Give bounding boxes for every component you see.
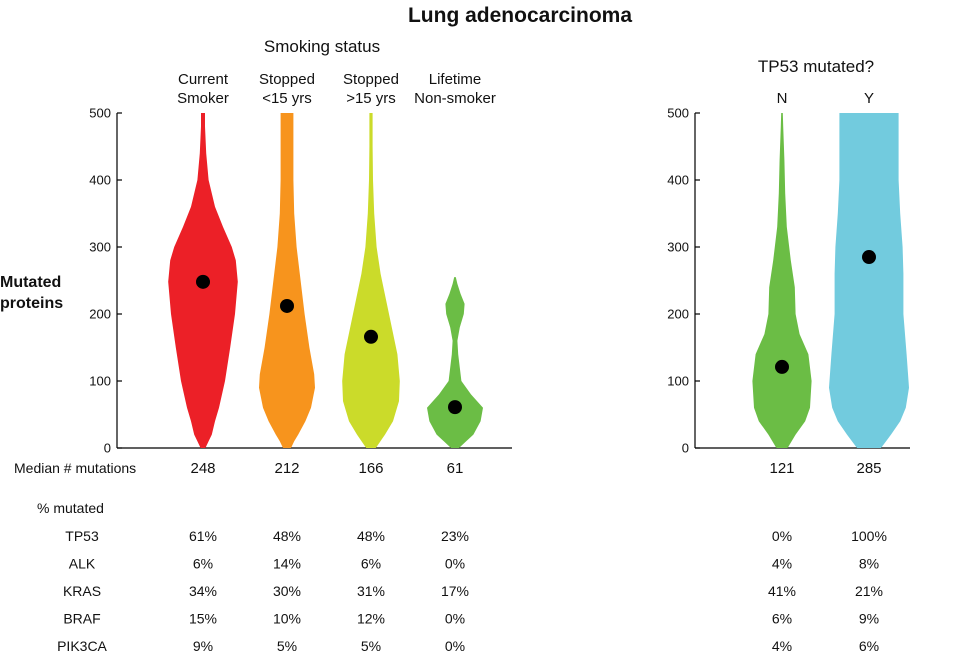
violin-smoking-1 — [259, 113, 315, 448]
violin-smoking-2 — [342, 113, 400, 448]
median-dot — [280, 298, 294, 313]
gene-label: PIK3CA — [57, 638, 107, 654]
mutation-table: TP53 61% 48% 48% 23% 0% 100% ALK 6% 14% 6% 0% 4% 8% KR… — [57, 528, 887, 654]
y-tick-label: 100 — [667, 374, 689, 389]
pct-cell: 23% — [441, 528, 469, 544]
pct-cell: 30% — [273, 583, 301, 599]
figure-title: Lung adenocarcinoma — [408, 4, 632, 27]
pct-cell: 0% — [772, 528, 792, 544]
pct-cell: 34% — [189, 583, 217, 599]
violin-tp53-1 — [829, 113, 909, 448]
pct-cell: 6% — [772, 611, 792, 627]
median-value: 121 — [769, 460, 794, 477]
pct-cell: 100% — [851, 528, 887, 544]
pct-cell: 48% — [357, 528, 385, 544]
pct-cell: 10% — [273, 611, 301, 627]
y-tick-label: 0 — [682, 441, 689, 456]
y-tick-label: 500 — [667, 106, 689, 121]
pct-cell: 14% — [273, 556, 301, 572]
pct-cell: 31% — [357, 583, 385, 599]
median-value: 248 — [190, 460, 215, 477]
y-tick-label: 300 — [89, 240, 111, 255]
median-value: 285 — [856, 460, 881, 477]
y-tick-label: 500 — [89, 106, 111, 121]
y-tick-label: 0 — [104, 441, 111, 456]
pct-cell: 6% — [859, 638, 879, 654]
y-tick-label: 400 — [89, 173, 111, 188]
median-label: Median # mutations — [14, 460, 136, 476]
pct-cell: 0% — [445, 638, 465, 654]
pct-cell: 6% — [361, 556, 381, 572]
median-value: 61 — [447, 460, 464, 477]
category-label: N — [777, 90, 788, 107]
y-tick-label: 400 — [667, 173, 689, 188]
pct-cell: 5% — [361, 638, 381, 654]
gene-label: KRAS — [63, 583, 101, 599]
median-dot — [196, 274, 210, 289]
median-dot — [862, 250, 876, 265]
pct-cell: 9% — [193, 638, 213, 654]
pct-cell: 4% — [772, 638, 792, 654]
category-label: Non-smoker — [414, 90, 496, 107]
pct-cell: 8% — [859, 556, 879, 572]
median-value: 166 — [358, 460, 383, 477]
panel-title: TP53 mutated? — [758, 57, 874, 76]
violin-smoking-3 — [427, 277, 483, 448]
y-tick-label: 100 — [89, 374, 111, 389]
category-label: <15 yrs — [262, 90, 312, 107]
median-dot — [448, 400, 462, 415]
gene-label: BRAF — [63, 611, 100, 627]
panel-title: Smoking status — [264, 37, 380, 56]
pct-cell: 17% — [441, 583, 469, 599]
y-axis-label-line1: Mutated — [0, 274, 61, 291]
category-label: Lifetime — [429, 71, 482, 88]
tp53-panel: TP53 mutated? 0 100 200 300 400 500 N 121 Y 285 — [667, 57, 910, 477]
pct-cell: 0% — [445, 611, 465, 627]
violin-tp53-0 — [752, 113, 812, 448]
smoking-panel: Smoking status 0 100 200 300 400 500 Current Smo… — [89, 37, 512, 477]
gene-label: ALK — [69, 556, 96, 572]
y-axis-label-line2: proteins — [0, 295, 63, 312]
pct-cell: 41% — [768, 583, 796, 599]
median-dot — [364, 329, 378, 344]
category-label: Stopped — [259, 71, 315, 88]
median-value: 212 — [274, 460, 299, 477]
pct-cell: 9% — [859, 611, 879, 627]
pct-cell: 6% — [193, 556, 213, 572]
pct-cell: 0% — [445, 556, 465, 572]
y-tick-label: 300 — [667, 240, 689, 255]
pct-cell: 48% — [273, 528, 301, 544]
pct-cell: 61% — [189, 528, 217, 544]
pct-cell: 21% — [855, 583, 883, 599]
pct-cell: 15% — [189, 611, 217, 627]
y-tick-label: 200 — [667, 307, 689, 322]
category-label: Y — [864, 90, 874, 107]
gene-label: TP53 — [65, 528, 99, 544]
category-label: Stopped — [343, 71, 399, 88]
median-dot — [775, 359, 789, 374]
category-label: Current — [178, 71, 229, 88]
y-tick-label: 200 — [89, 307, 111, 322]
pct-cell: 4% — [772, 556, 792, 572]
pct-cell: 12% — [357, 611, 385, 627]
pct-mutated-header: % mutated — [37, 500, 104, 516]
category-label: Smoker — [177, 90, 229, 107]
pct-cell: 5% — [277, 638, 297, 654]
category-label: >15 yrs — [346, 90, 396, 107]
